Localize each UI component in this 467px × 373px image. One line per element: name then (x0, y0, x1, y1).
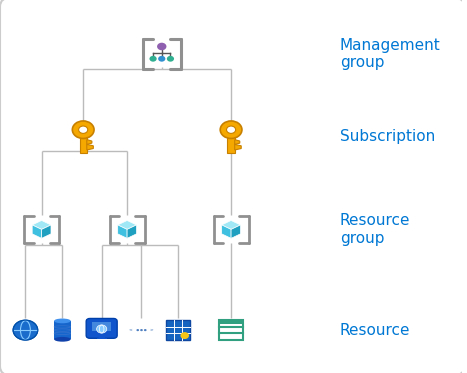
Polygon shape (118, 220, 136, 229)
Text: Subscription: Subscription (340, 129, 435, 144)
Polygon shape (235, 140, 240, 144)
Polygon shape (231, 225, 241, 238)
Circle shape (180, 332, 189, 339)
Circle shape (72, 121, 94, 138)
Text: >: > (149, 328, 153, 332)
Circle shape (158, 56, 165, 62)
Polygon shape (222, 225, 231, 238)
Ellipse shape (54, 319, 71, 323)
Polygon shape (42, 225, 51, 238)
Circle shape (78, 126, 88, 134)
Circle shape (144, 329, 147, 331)
FancyBboxPatch shape (92, 322, 111, 331)
Polygon shape (118, 225, 127, 238)
Text: Management
group: Management group (340, 38, 440, 70)
FancyBboxPatch shape (166, 320, 190, 340)
Circle shape (136, 329, 139, 331)
FancyBboxPatch shape (97, 338, 106, 339)
Polygon shape (127, 225, 136, 238)
Polygon shape (98, 335, 106, 338)
FancyBboxPatch shape (219, 320, 243, 323)
Ellipse shape (54, 337, 71, 342)
Circle shape (13, 320, 38, 340)
FancyBboxPatch shape (86, 319, 117, 338)
Circle shape (220, 121, 242, 138)
FancyBboxPatch shape (54, 321, 71, 339)
Text: Resource: Resource (340, 323, 410, 338)
Circle shape (140, 329, 143, 331)
Circle shape (167, 56, 174, 62)
Polygon shape (222, 220, 241, 229)
Circle shape (226, 126, 236, 134)
Polygon shape (235, 144, 241, 150)
Polygon shape (32, 225, 42, 238)
Circle shape (157, 43, 166, 50)
FancyBboxPatch shape (227, 132, 235, 153)
Text: Resource
group: Resource group (340, 213, 410, 245)
Circle shape (149, 56, 157, 62)
Circle shape (97, 325, 107, 333)
Polygon shape (87, 140, 92, 144)
Polygon shape (87, 144, 93, 150)
Text: <: < (129, 328, 133, 332)
FancyBboxPatch shape (79, 132, 87, 153)
Polygon shape (32, 220, 51, 229)
FancyBboxPatch shape (219, 320, 243, 340)
